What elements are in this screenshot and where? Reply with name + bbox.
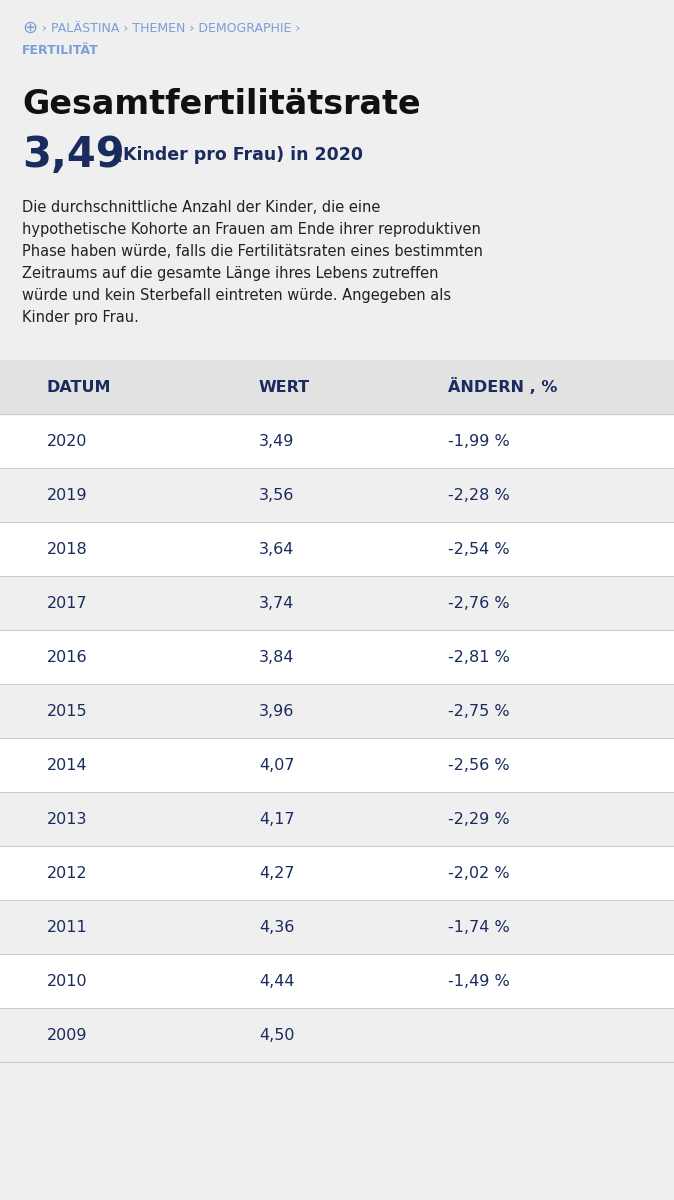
Text: 2018: 2018 bbox=[47, 541, 88, 557]
Text: (Kinder pro Frau) in 2020: (Kinder pro Frau) in 2020 bbox=[115, 146, 363, 164]
Bar bbox=[0, 684, 674, 738]
Text: -2,54 %: -2,54 % bbox=[448, 541, 510, 557]
Bar bbox=[0, 846, 674, 900]
Text: 2014: 2014 bbox=[47, 757, 88, 773]
Text: 4,44: 4,44 bbox=[259, 973, 295, 989]
Text: ⊕: ⊕ bbox=[22, 19, 37, 37]
Text: 2011: 2011 bbox=[47, 919, 88, 935]
Text: 3,74: 3,74 bbox=[259, 595, 295, 611]
Text: -1,74 %: -1,74 % bbox=[448, 919, 510, 935]
Text: 2010: 2010 bbox=[47, 973, 88, 989]
Text: -1,49 %: -1,49 % bbox=[448, 973, 510, 989]
Text: 3,64: 3,64 bbox=[259, 541, 295, 557]
Text: Kinder pro Frau.: Kinder pro Frau. bbox=[22, 310, 139, 325]
Bar bbox=[0, 360, 674, 414]
Text: -2,02 %: -2,02 % bbox=[448, 865, 510, 881]
Text: -2,76 %: -2,76 % bbox=[448, 595, 510, 611]
Text: Phase haben würde, falls die Fertilitätsraten eines bestimmten: Phase haben würde, falls die Fertilitäts… bbox=[22, 244, 483, 259]
Text: -2,75 %: -2,75 % bbox=[448, 703, 510, 719]
Text: Die durchschnittliche Anzahl der Kinder, die eine: Die durchschnittliche Anzahl der Kinder,… bbox=[22, 200, 380, 215]
Text: WERT: WERT bbox=[259, 379, 310, 395]
Text: 4,36: 4,36 bbox=[259, 919, 295, 935]
Text: -2,29 %: -2,29 % bbox=[448, 811, 510, 827]
Text: 3,84: 3,84 bbox=[259, 649, 295, 665]
Bar bbox=[0, 738, 674, 792]
Bar bbox=[0, 414, 674, 468]
Text: 4,27: 4,27 bbox=[259, 865, 295, 881]
Bar bbox=[0, 954, 674, 1008]
Text: -2,28 %: -2,28 % bbox=[448, 487, 510, 503]
Text: würde und kein Sterbefall eintreten würde. Angegeben als: würde und kein Sterbefall eintreten würd… bbox=[22, 288, 451, 302]
Text: DATUM: DATUM bbox=[47, 379, 111, 395]
Text: hypothetische Kohorte an Frauen am Ende ihrer reproduktiven: hypothetische Kohorte an Frauen am Ende … bbox=[22, 222, 481, 236]
Text: -1,99 %: -1,99 % bbox=[448, 433, 510, 449]
Text: 2016: 2016 bbox=[47, 649, 88, 665]
Text: -2,81 %: -2,81 % bbox=[448, 649, 510, 665]
Text: 3,96: 3,96 bbox=[259, 703, 295, 719]
Text: 4,17: 4,17 bbox=[259, 811, 295, 827]
Text: 4,07: 4,07 bbox=[259, 757, 295, 773]
Text: 3,49: 3,49 bbox=[259, 433, 295, 449]
Bar bbox=[0, 630, 674, 684]
Text: FERTILITÄT: FERTILITÄT bbox=[22, 43, 99, 56]
Bar bbox=[0, 468, 674, 522]
Bar bbox=[0, 522, 674, 576]
Text: -2,56 %: -2,56 % bbox=[448, 757, 510, 773]
Text: 2017: 2017 bbox=[47, 595, 88, 611]
Bar bbox=[0, 900, 674, 954]
Text: 2009: 2009 bbox=[47, 1027, 88, 1043]
Text: 4,50: 4,50 bbox=[259, 1027, 295, 1043]
Text: › PALÄSTINA › THEMEN › DEMOGRAPHIE ›: › PALÄSTINA › THEMEN › DEMOGRAPHIE › bbox=[42, 22, 301, 35]
Bar bbox=[0, 792, 674, 846]
Text: ÄNDERN , %: ÄNDERN , % bbox=[448, 378, 557, 396]
Text: 2013: 2013 bbox=[47, 811, 88, 827]
Text: Zeitraums auf die gesamte Länge ihres Lebens zutreffen: Zeitraums auf die gesamte Länge ihres Le… bbox=[22, 266, 439, 281]
Text: 2015: 2015 bbox=[47, 703, 88, 719]
Text: Gesamtfertilitätsrate: Gesamtfertilitätsrate bbox=[22, 89, 421, 121]
Bar bbox=[0, 576, 674, 630]
Text: 2012: 2012 bbox=[47, 865, 88, 881]
Bar bbox=[0, 1008, 674, 1062]
Text: 2020: 2020 bbox=[47, 433, 88, 449]
Text: 2019: 2019 bbox=[47, 487, 88, 503]
Text: 3,49: 3,49 bbox=[22, 134, 125, 176]
Text: 3,56: 3,56 bbox=[259, 487, 295, 503]
